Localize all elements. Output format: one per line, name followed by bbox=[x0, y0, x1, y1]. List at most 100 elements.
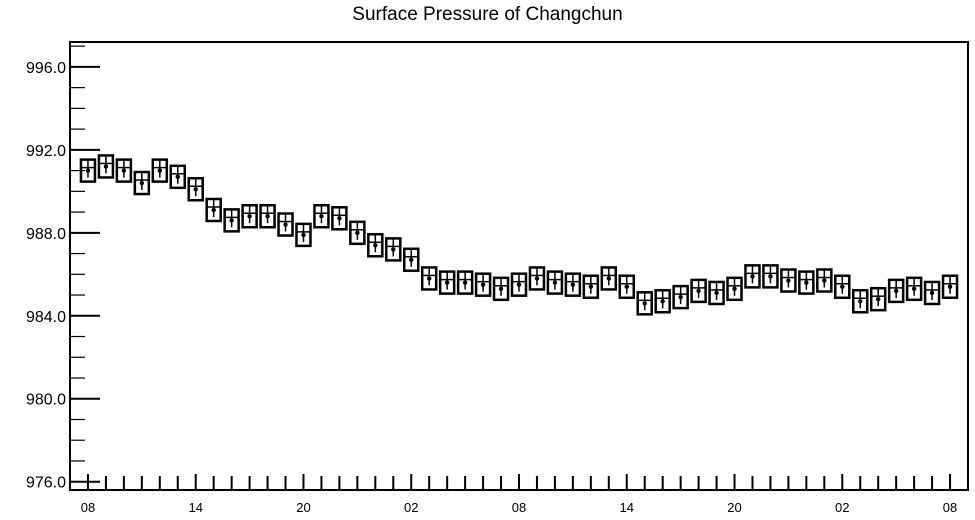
data-point bbox=[402, 247, 420, 273]
point-dot bbox=[534, 276, 540, 281]
x-axis: 08 14 20 02 08 14 20 02 08 bbox=[81, 474, 957, 515]
data-point bbox=[708, 280, 725, 306]
point-dot bbox=[85, 168, 91, 173]
y-tick-label: 976.0 bbox=[26, 475, 66, 492]
data-point bbox=[762, 264, 779, 289]
x-tick-label: 08 bbox=[512, 500, 526, 515]
data-point bbox=[169, 164, 187, 190]
point-dot bbox=[768, 274, 773, 279]
data-point bbox=[636, 291, 653, 316]
x-tick-label: 20 bbox=[727, 500, 741, 515]
point-dot bbox=[319, 214, 324, 219]
point-dot bbox=[624, 284, 629, 289]
point-dot bbox=[516, 282, 522, 287]
data-point bbox=[259, 203, 276, 229]
point-dot bbox=[301, 232, 306, 238]
y-tick-label: 980.0 bbox=[26, 392, 66, 409]
data-point bbox=[780, 268, 797, 293]
data-point bbox=[349, 220, 366, 246]
x-tick-label: 02 bbox=[404, 500, 418, 515]
point-dot bbox=[157, 168, 162, 173]
data-point bbox=[385, 237, 402, 262]
point-dot bbox=[391, 247, 396, 252]
point-dot bbox=[660, 299, 665, 304]
point-dot bbox=[840, 284, 845, 289]
y-tick-label: 984.0 bbox=[26, 309, 66, 326]
x-tick-label: 14 bbox=[188, 500, 202, 515]
point-dot bbox=[947, 284, 953, 289]
point-dot bbox=[444, 280, 450, 285]
point-dot bbox=[822, 278, 827, 283]
point-dot bbox=[696, 288, 701, 294]
point-dot bbox=[480, 282, 486, 287]
data-point bbox=[456, 270, 474, 295]
point-dot bbox=[265, 214, 270, 219]
x-tick-label: 02 bbox=[835, 500, 849, 515]
point-dot bbox=[175, 174, 180, 180]
data-point bbox=[133, 170, 151, 196]
data-point bbox=[151, 158, 169, 183]
point-dot bbox=[750, 274, 755, 279]
point-dot bbox=[462, 280, 468, 285]
point-dot bbox=[893, 288, 899, 294]
point-dot bbox=[642, 301, 647, 306]
point-dot bbox=[570, 282, 576, 287]
x-tick-label: 08 bbox=[943, 500, 957, 515]
data-point bbox=[528, 266, 546, 291]
data-point bbox=[618, 274, 636, 299]
x-tick-label: 20 bbox=[296, 500, 310, 515]
point-dot bbox=[804, 280, 809, 285]
point-dot bbox=[373, 243, 378, 248]
data-point bbox=[420, 266, 438, 291]
data-point bbox=[690, 278, 707, 304]
point-dot bbox=[355, 230, 360, 236]
point-dot bbox=[337, 216, 342, 221]
point-dot bbox=[876, 296, 881, 302]
data-point bbox=[851, 289, 869, 314]
data-point bbox=[331, 206, 348, 231]
data-point bbox=[887, 278, 905, 304]
point-dot bbox=[193, 187, 198, 192]
data-point bbox=[295, 222, 312, 248]
data-point bbox=[97, 154, 115, 179]
data-point bbox=[798, 270, 815, 295]
point-dot bbox=[714, 290, 719, 296]
x-tick-label: 08 bbox=[81, 500, 95, 515]
point-dot bbox=[552, 280, 558, 285]
data-point bbox=[367, 233, 384, 258]
data-point bbox=[654, 289, 671, 314]
data-point bbox=[869, 286, 887, 312]
data-point bbox=[223, 208, 240, 233]
y-tick-label: 996.0 bbox=[26, 60, 66, 77]
data-point bbox=[834, 274, 851, 299]
point-dot bbox=[247, 214, 252, 219]
point-dot bbox=[409, 257, 414, 262]
data-point bbox=[277, 212, 294, 237]
y-tick-label: 992.0 bbox=[26, 143, 66, 160]
data-markers bbox=[79, 154, 959, 316]
data-point bbox=[672, 284, 689, 310]
data-point bbox=[79, 158, 97, 183]
data-point bbox=[241, 203, 258, 229]
y-tick-label: 988.0 bbox=[26, 226, 66, 243]
point-dot bbox=[121, 168, 127, 173]
y-axis: 996.0 992.0 988.0 984.0 980.0 976.0 bbox=[26, 45, 100, 492]
data-point bbox=[438, 270, 456, 295]
data-point bbox=[205, 197, 222, 223]
point-dot bbox=[606, 276, 611, 281]
x-tick-label: 14 bbox=[620, 500, 634, 515]
point-dot bbox=[229, 218, 234, 223]
point-dot bbox=[498, 286, 504, 292]
data-point bbox=[600, 266, 618, 291]
data-point bbox=[187, 177, 204, 202]
data-point bbox=[816, 268, 833, 293]
point-dot bbox=[103, 164, 109, 169]
point-dot bbox=[786, 278, 791, 283]
plot-frame bbox=[69, 41, 969, 491]
chart-title: Surface Pressure of Changchun bbox=[352, 4, 623, 25]
data-point bbox=[510, 272, 528, 297]
point-dot bbox=[427, 276, 432, 281]
point-dot bbox=[911, 286, 917, 292]
point-dot bbox=[732, 286, 737, 292]
